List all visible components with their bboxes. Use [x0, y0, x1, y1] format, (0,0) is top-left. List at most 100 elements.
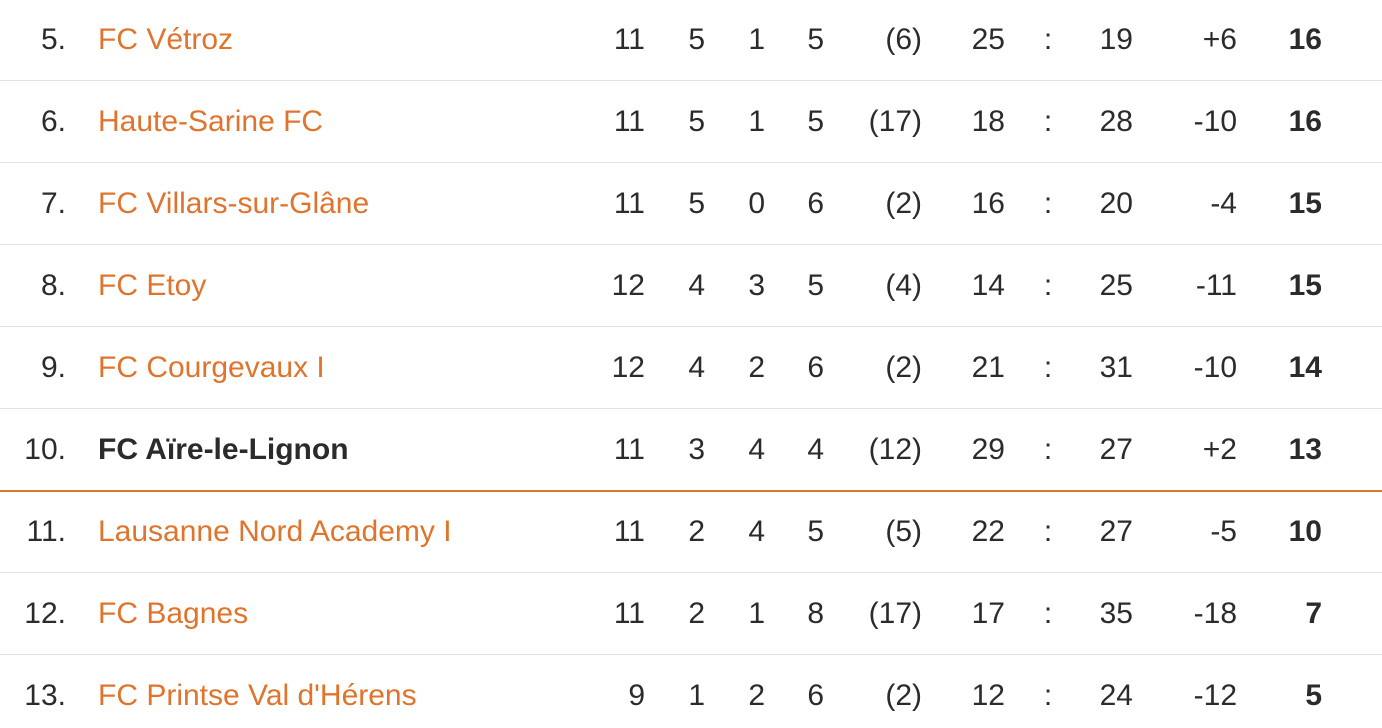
rank: 12. [24, 597, 66, 630]
points: 15 [1288, 187, 1322, 220]
goals-for: 17 [971, 597, 1005, 630]
points: 15 [1288, 269, 1322, 302]
table-row: 12. FC Bagnes 11 2 1 8 (17) 17: 35 -18 7 [0, 573, 1382, 655]
goals-against: 28 [1099, 105, 1133, 138]
table-row: 11. Lausanne Nord Academy I 11 2 4 5 (5) 22: 27 -… [0, 491, 1382, 573]
rank: 9. [40, 351, 66, 384]
points: 16 [1288, 23, 1322, 56]
losses: 5 [807, 515, 824, 548]
goal-difference: -5 [1210, 515, 1237, 548]
table-row: 10. FC Aïre-le-Lignon 11 3 4 4 (12) 29: 27 +2 13 [0, 409, 1382, 492]
goals-for: 12 [971, 679, 1005, 712]
rank: 6. [40, 105, 66, 138]
goals-against: 25 [1099, 269, 1133, 302]
losses: 6 [807, 187, 824, 220]
played: 11 [613, 105, 645, 138]
goals-for: 29 [971, 433, 1005, 466]
wins: 4 [688, 269, 705, 302]
goals-against: 31 [1099, 351, 1133, 384]
wins: 4 [688, 351, 705, 384]
goal-separator: : [1043, 351, 1053, 384]
losses: 5 [807, 105, 824, 138]
losses: 5 [807, 269, 824, 302]
fair-play: (2) [885, 351, 922, 384]
goal-separator: : [1043, 23, 1053, 56]
wins: 1 [688, 679, 705, 712]
goal-difference: -4 [1210, 187, 1237, 220]
goals-for: 21 [971, 351, 1005, 384]
wins: 3 [688, 433, 705, 466]
draws: 2 [748, 679, 765, 712]
table-row: 5. FC Vétroz 11 5 1 5 (6) 25: 19 +6 16 [0, 0, 1382, 81]
goals-for: 14 [971, 269, 1005, 302]
team-name[interactable]: FC Printse Val d'Hérens [98, 679, 417, 712]
rank: 7. [40, 187, 66, 220]
fair-play: (12) [868, 433, 922, 466]
goal-separator: : [1043, 269, 1053, 302]
played: 11 [613, 23, 645, 56]
played: 11 [613, 187, 645, 220]
rank: 8. [40, 269, 66, 302]
goal-difference: +6 [1202, 23, 1237, 56]
goals-against: 27 [1099, 433, 1133, 466]
goal-difference: -18 [1193, 597, 1237, 630]
points: 10 [1288, 515, 1322, 548]
fair-play: (17) [868, 597, 922, 630]
losses: 6 [807, 679, 824, 712]
goals-against: 35 [1099, 597, 1133, 630]
goal-separator: : [1043, 597, 1053, 630]
team-name[interactable]: FC Villars-sur-Glâne [98, 187, 370, 220]
losses: 5 [807, 23, 824, 56]
team-name[interactable]: Lausanne Nord Academy I [98, 515, 452, 548]
wins: 2 [688, 597, 705, 630]
table-row: 13. FC Printse Val d'Hérens 9 1 2 6 (2) 12:24 -1… [0, 655, 1382, 728]
fair-play: (6) [885, 23, 922, 56]
losses: 8 [807, 597, 824, 630]
team-name[interactable]: FC Vétroz [98, 23, 234, 56]
rank: 10. [24, 433, 66, 466]
goal-difference: -10 [1193, 351, 1237, 384]
goal-separator: : [1043, 433, 1053, 466]
table-row: 9. FC Courgevaux I 12 4 2 6 (2) 21: 31 -10 14 [0, 327, 1382, 409]
played: 11 [613, 515, 645, 548]
goal-difference: -12 [1193, 679, 1237, 712]
fair-play: (2) [885, 679, 922, 712]
goals-against: 19 [1099, 23, 1133, 56]
rank: 13. [24, 679, 66, 712]
fair-play: (4) [885, 269, 922, 302]
draws: 1 [748, 105, 765, 138]
played: 12 [611, 269, 645, 302]
points: 16 [1288, 105, 1322, 138]
played: 9 [628, 679, 645, 712]
draws: 4 [748, 515, 765, 548]
goals-against: 24 [1099, 679, 1133, 712]
draws: 3 [748, 269, 765, 302]
draws: 0 [748, 187, 765, 220]
table-row: 7. FC Villars-sur-Glâne 11 5 0 6 (2) 16: 20 -4 15 [0, 163, 1382, 245]
draws: 2 [748, 351, 765, 384]
goal-difference: +2 [1202, 433, 1237, 466]
draws: 1 [748, 597, 765, 630]
team-name[interactable]: FC Bagnes [98, 597, 249, 630]
team-name[interactable]: Haute-Sarine FC [98, 105, 324, 138]
goals-for: 25 [971, 23, 1005, 56]
goal-separator: : [1043, 679, 1053, 712]
points: 5 [1305, 679, 1322, 712]
losses: 4 [807, 433, 824, 466]
team-name[interactable]: FC Courgevaux I [98, 351, 325, 384]
goal-separator: : [1043, 515, 1053, 548]
table-row: 6. Haute-Sarine FC 11 5 1 5 (17) 18: 28 -10 16 [0, 81, 1382, 163]
goals-against: 27 [1099, 515, 1133, 548]
goal-separator: : [1043, 187, 1053, 220]
played: 12 [611, 351, 645, 384]
played: 11 [613, 597, 645, 630]
goals-for: 22 [971, 515, 1005, 548]
rank: 11. [26, 515, 66, 548]
team-name[interactable]: FC Etoy [98, 269, 207, 302]
wins: 5 [688, 23, 705, 56]
points: 7 [1305, 597, 1322, 630]
wins: 5 [688, 187, 705, 220]
wins: 2 [688, 515, 705, 548]
goals-against: 20 [1099, 187, 1133, 220]
